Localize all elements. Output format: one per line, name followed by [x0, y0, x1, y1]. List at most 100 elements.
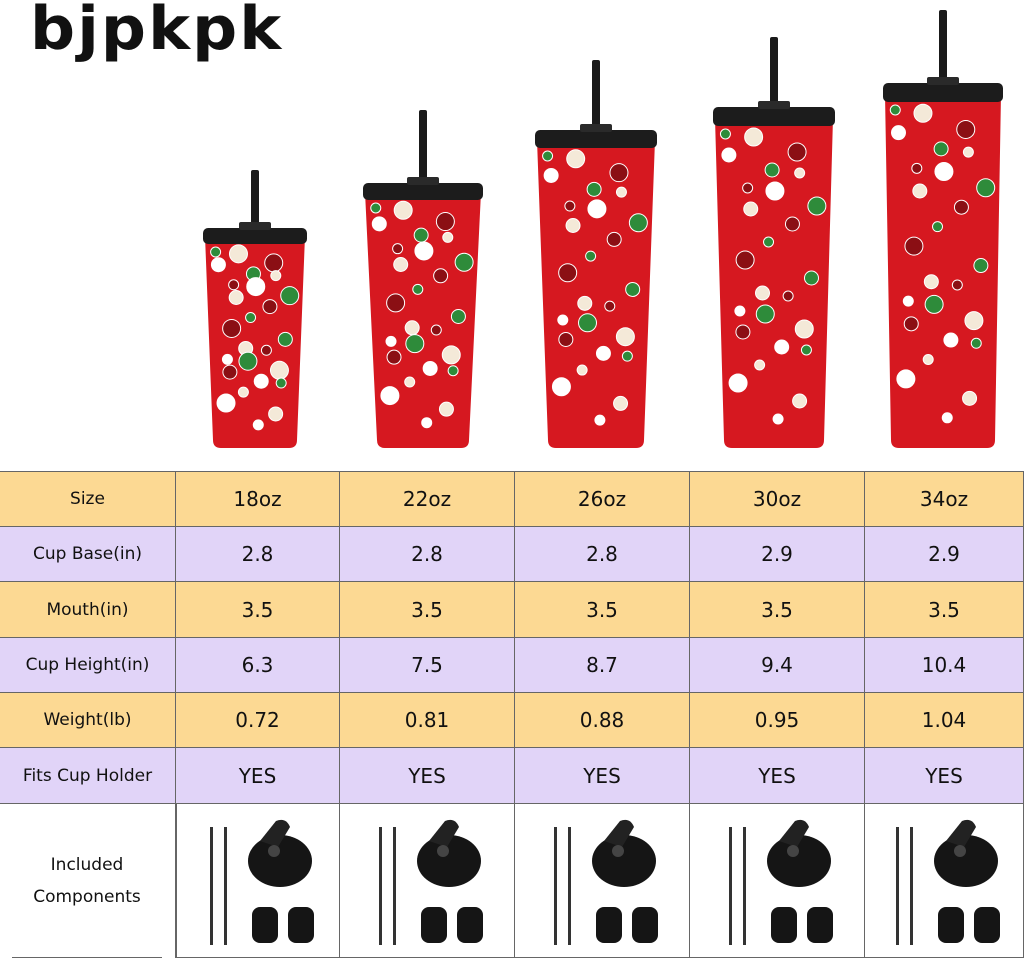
sticker [912, 183, 928, 199]
sticker [262, 299, 278, 315]
sticker [734, 305, 746, 317]
sticker [787, 142, 807, 162]
sticker [595, 345, 611, 361]
sticker [943, 332, 959, 348]
plug [938, 906, 964, 943]
sticker [625, 281, 641, 297]
spec-value: 3.5 [340, 582, 515, 638]
sticker [924, 294, 944, 314]
sticker [932, 221, 944, 233]
plug [457, 906, 483, 943]
sticker [237, 386, 249, 398]
sticker [433, 268, 449, 284]
sticker [794, 319, 814, 339]
lid-tab [758, 101, 790, 109]
components-cell [340, 804, 515, 958]
sticker [719, 128, 731, 140]
lid [203, 228, 307, 244]
lid-tab [239, 222, 271, 230]
sticker [393, 257, 409, 272]
sticker [438, 401, 454, 417]
sticker [252, 419, 264, 431]
sticker [889, 104, 901, 116]
straw [223, 826, 227, 945]
sticker [594, 414, 606, 426]
sticker [913, 103, 933, 123]
sticker [269, 360, 289, 380]
sticker [896, 369, 916, 389]
sticker [934, 162, 954, 182]
sticker [430, 324, 442, 336]
sticker [558, 263, 578, 283]
sticker [216, 393, 236, 413]
lid [934, 834, 998, 887]
sticker [615, 327, 635, 347]
sticker [933, 141, 949, 157]
lid [363, 183, 483, 200]
sticker [951, 279, 963, 291]
cup-body [537, 140, 655, 448]
sticker [755, 304, 775, 324]
sticker [385, 335, 397, 347]
lid [535, 130, 657, 148]
sticker [557, 314, 569, 326]
sticker [606, 231, 622, 247]
sticker [922, 353, 934, 365]
spec-value: 2.9 [865, 527, 1024, 582]
spec-value: YES [176, 748, 340, 804]
sticker [558, 331, 574, 347]
sticker [902, 295, 914, 307]
straw [209, 826, 213, 945]
spec-value: 2.8 [340, 527, 515, 582]
sticker [370, 202, 382, 214]
spec-value: 18oz [176, 471, 340, 527]
straw [419, 110, 427, 192]
spec-value: 3.5 [176, 582, 340, 638]
sticker [976, 178, 996, 198]
spec-value: 0.72 [176, 693, 340, 748]
sticker [578, 313, 598, 333]
sticker [807, 196, 827, 216]
sticker [404, 320, 420, 336]
spec-value: 22oz [340, 471, 515, 527]
sticker [404, 376, 416, 388]
plug [771, 906, 797, 943]
spec-value: 3.5 [865, 582, 1024, 638]
spec-value: 10.4 [865, 638, 1024, 693]
sticker [742, 182, 754, 194]
sticker [765, 181, 785, 201]
components-icon [729, 819, 833, 945]
sticker [210, 246, 222, 258]
sticker [743, 201, 759, 217]
sticker [222, 318, 242, 338]
components-icon [209, 819, 314, 945]
sticker [280, 286, 300, 306]
sticker [941, 412, 953, 424]
sticker [735, 250, 755, 270]
sticker [621, 350, 633, 362]
lid-flap [946, 819, 976, 847]
sticker [764, 162, 780, 178]
tumbler [203, 170, 307, 448]
row-label: Cup Height(in) [0, 638, 176, 693]
sticker [210, 257, 226, 273]
straw [251, 170, 259, 236]
sticker [794, 167, 806, 179]
sticker [604, 300, 616, 312]
row-label: Included Components [12, 804, 162, 958]
brand-logo: bjpkpk [30, 0, 284, 64]
cup-body [365, 192, 481, 448]
lid-tab [927, 77, 959, 85]
sticker [393, 200, 413, 220]
sticker [763, 236, 775, 248]
sticker [371, 216, 387, 232]
sticker [268, 406, 284, 422]
components-icon [379, 819, 483, 945]
plug [287, 906, 314, 943]
spec-value: 2.8 [515, 527, 690, 582]
lid [883, 83, 1003, 102]
lid-detail [787, 844, 799, 857]
row-label: Mouth(in) [0, 582, 176, 638]
spec-value: YES [515, 748, 690, 804]
sticker [774, 339, 790, 355]
